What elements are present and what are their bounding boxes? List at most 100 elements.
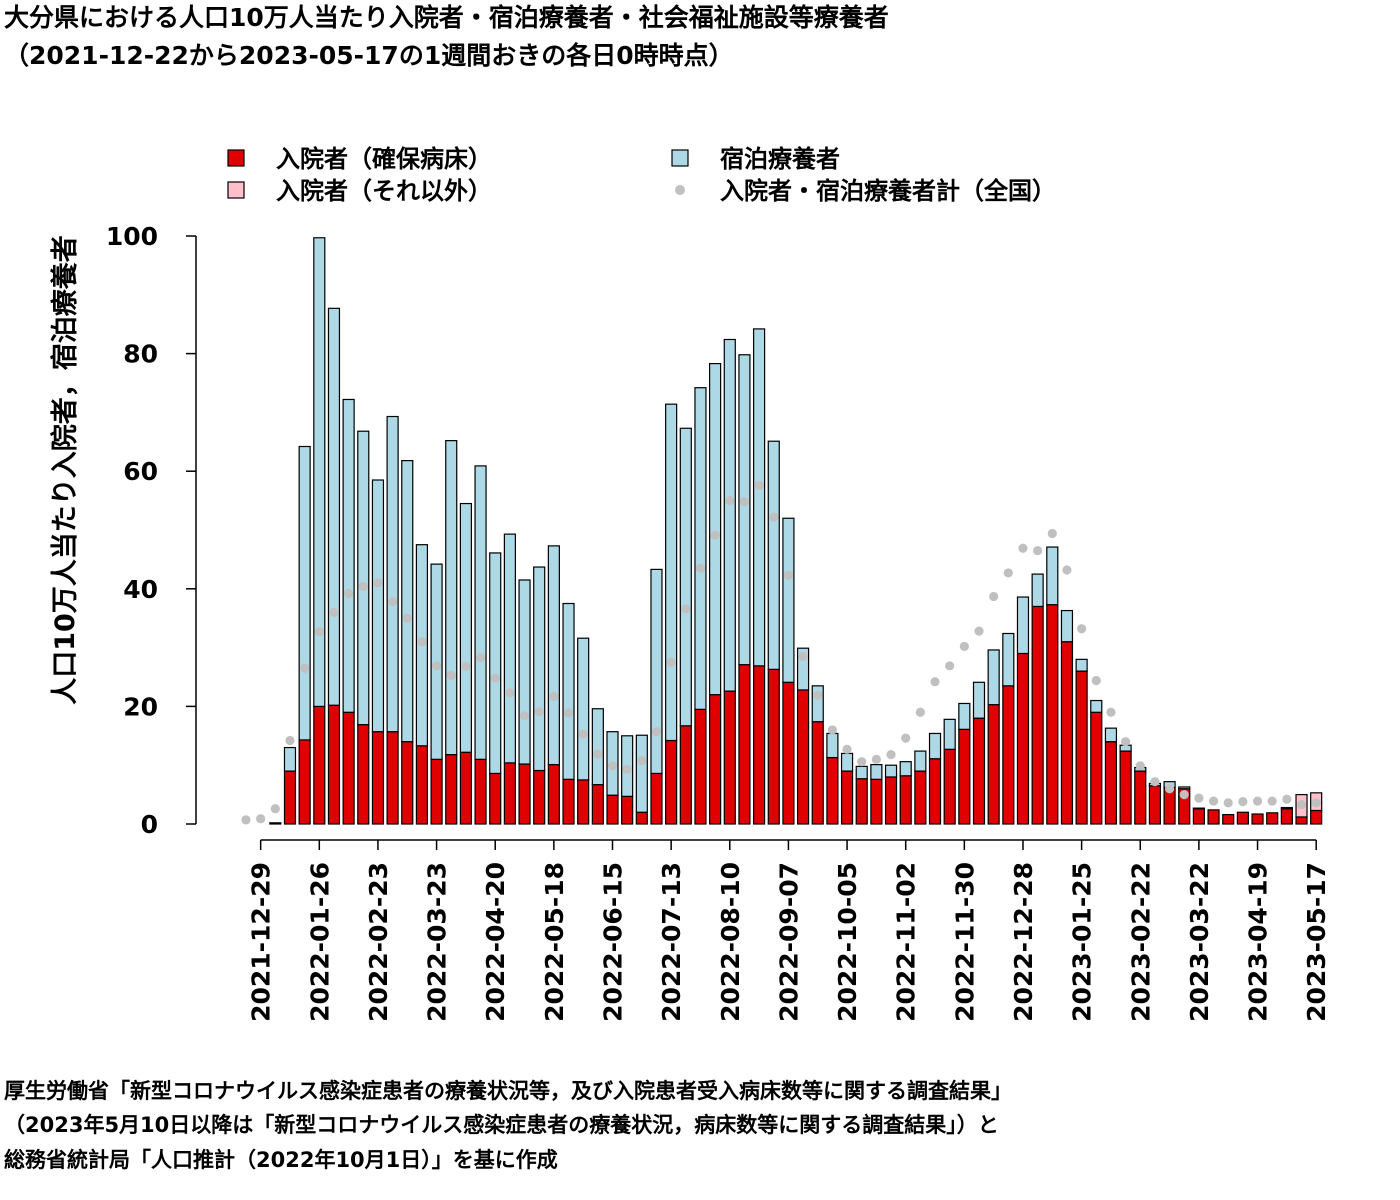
bar-hotel: [1104, 727, 1118, 743]
bar-hospital_secured: [1295, 816, 1308, 825]
legend-swatch-national: [675, 185, 685, 195]
bar-hotel: [474, 465, 487, 760]
point-national: [402, 613, 412, 623]
bar-hospital_secured: [269, 822, 282, 825]
bar-hospital_secured: [474, 758, 487, 825]
bar-hospital_secured: [1236, 811, 1249, 825]
point-national: [783, 570, 794, 580]
point-national: [710, 530, 720, 540]
bar-hotel: [518, 579, 531, 765]
y-tick-label: 60: [123, 457, 158, 486]
bar-hospital_secured: [518, 763, 531, 825]
legend-swatch-hospital_secured: [227, 149, 245, 167]
point-national: [388, 597, 398, 607]
legend-label-national: 入院者・宿泊療養者計（全国）: [720, 177, 1056, 205]
bar-hotel: [1075, 658, 1088, 672]
point-national: [1296, 799, 1307, 810]
bar-hospital_secured: [679, 725, 692, 825]
point-national: [1194, 793, 1204, 803]
bar-hospital_secured: [635, 811, 648, 825]
point-national: [974, 626, 984, 636]
chart-svg: 0 20 40 60 80 100 人口10万人当たり入院者，宿泊療養者 2021-12-29…: [49, 145, 1331, 1022]
bar-hospital_secured: [840, 770, 854, 825]
bar-hospital_secured: [899, 775, 912, 825]
x-tick-label: 2023-04-19: [1244, 862, 1273, 1022]
source-line1: 厚生労働省「新型コロナウイルス感染症患者の療養状況等，及び入院患者受入病床数等に…: [4, 1079, 1012, 1103]
bar-hotel: [1192, 807, 1206, 810]
y-tick-label: 100: [106, 222, 158, 251]
point-national: [1121, 737, 1131, 747]
bar-hospital_secured: [943, 748, 956, 825]
point-national: [1018, 543, 1028, 553]
bar-hotel: [386, 415, 399, 733]
bar-hotel: [327, 307, 341, 706]
bar-hospital_secured: [767, 668, 780, 825]
point-national: [505, 688, 515, 698]
bar-hospital_secured: [1002, 685, 1015, 825]
point-national: [666, 657, 676, 667]
bar-hospital_secured: [459, 751, 472, 825]
bar-hospital_secured: [298, 739, 311, 825]
bar-hotel: [283, 746, 297, 772]
bar-hospital_secured: [533, 769, 546, 825]
bar-hotel: [1178, 786, 1191, 790]
x-tick-label: 2023-05-17: [1302, 862, 1331, 1022]
point-national: [1164, 784, 1175, 794]
x-tick-label: 2022-07-13: [657, 862, 686, 1022]
bar-hospital_secured: [826, 756, 839, 825]
x-tick-label: 2022-03-23: [423, 862, 452, 1022]
bar-hotel: [1090, 699, 1103, 713]
bar-hospital_secured: [445, 754, 458, 825]
chart-title-line1: 大分県における人口10万人当たり入院者・宿泊療養者・社会福祉施設等療養者: [4, 3, 889, 32]
point-national: [1077, 624, 1087, 634]
x-tick-label: 2022-09-07: [774, 862, 803, 1022]
point-national: [901, 733, 911, 743]
point-national: [915, 707, 925, 717]
point-national: [490, 673, 500, 683]
point-national: [1252, 796, 1263, 806]
point-national: [959, 641, 969, 652]
point-national: [563, 708, 574, 718]
source-line2: （2023年5月10日以降は「新型コロナウイルス感染症患者の療養状況，病床数等に…: [4, 1113, 999, 1137]
x-tick-label: 2022-01-26: [305, 862, 334, 1022]
point-national: [871, 754, 881, 764]
point-national: [373, 578, 383, 588]
x-tick-label: 2022-10-05: [833, 862, 862, 1022]
x-tick-label: 2022-02-23: [364, 862, 393, 1022]
point-national: [256, 814, 266, 824]
bar-hotel: [635, 734, 648, 813]
bar-hotel: [489, 552, 502, 775]
bar-hospital_secured: [430, 758, 443, 825]
point-national: [622, 764, 632, 774]
bar-hotel: [401, 460, 414, 743]
x-tick-label: 2023-02-22: [1126, 862, 1155, 1022]
bar-hotel: [752, 328, 766, 667]
bar-hotel: [840, 752, 854, 772]
bar-hotel: [914, 750, 927, 772]
x-tick-label: 2023-01-25: [1068, 862, 1097, 1022]
point-national: [578, 729, 588, 739]
point-national: [798, 651, 808, 662]
point-national: [285, 735, 295, 746]
bar-hotel: [928, 732, 942, 760]
point-national: [1238, 797, 1248, 807]
point-national: [1033, 545, 1043, 556]
bar-hospital_secured: [371, 731, 385, 825]
point-national: [534, 707, 544, 717]
bar-hospital_secured: [1310, 809, 1323, 825]
bar-hospital_secured: [1280, 808, 1293, 825]
bar-hotel: [987, 649, 1000, 706]
bar-hotel: [694, 387, 707, 710]
bar-hospital_secured: [650, 772, 663, 825]
bar-hospital_secured: [1075, 670, 1088, 825]
axes-group: 0 20 40 60 80 100 人口10万人当たり入院者，宿泊療養者 2021-12-29…: [49, 222, 1331, 1022]
point-national: [1311, 798, 1321, 808]
bar-hotel: [459, 502, 472, 753]
bar-hospital_secured: [884, 776, 898, 825]
point-national: [1267, 796, 1277, 806]
point-national: [813, 690, 823, 700]
point-national: [769, 512, 779, 522]
bar-hospital_secured: [591, 784, 604, 825]
bar-hotel: [855, 765, 868, 780]
